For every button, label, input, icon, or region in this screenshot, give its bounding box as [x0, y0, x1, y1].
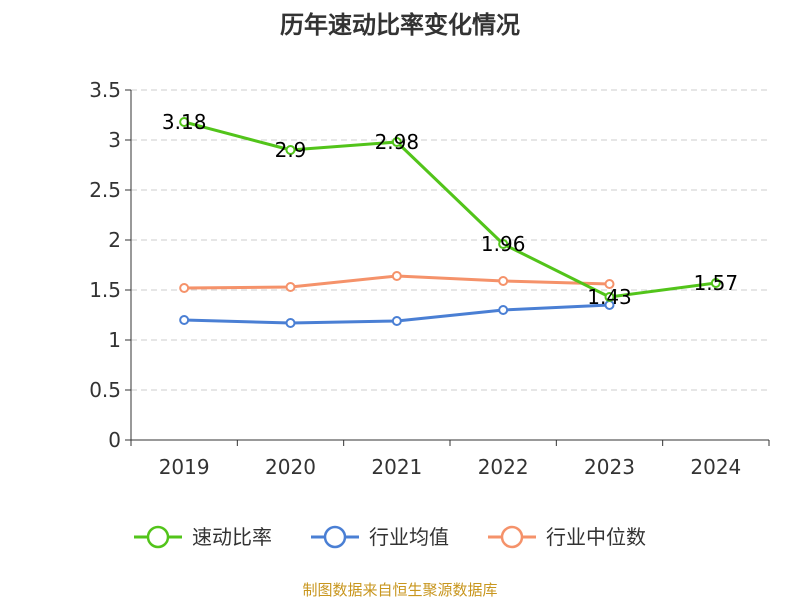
data-label: 1.43 — [587, 285, 632, 309]
legend-item[interactable]: 速动比率 — [134, 525, 272, 549]
y-tick-label: 0 — [108, 428, 121, 452]
data-point[interactable] — [285, 145, 296, 155]
data-point[interactable] — [498, 305, 509, 315]
y-tick-label: 1 — [108, 328, 121, 352]
x-tick-label: 2020 — [265, 455, 316, 479]
data-point[interactable] — [179, 315, 190, 325]
legend[interactable]: 速动比率 行业均值 行业中位数 — [134, 525, 646, 549]
x-tick-label: 2023 — [584, 455, 635, 479]
y-tick-label: 1.5 — [89, 278, 121, 302]
data-point[interactable] — [604, 292, 615, 302]
y-tick-label: 3.5 — [89, 78, 121, 102]
data-point[interactable] — [498, 276, 509, 286]
data-point[interactable] — [604, 279, 615, 289]
legend-item[interactable]: 行业均值 — [311, 525, 449, 549]
y-tick-label: 2.5 — [89, 178, 121, 202]
series-line — [183, 120, 717, 299]
data-label: 1.96 — [481, 232, 526, 256]
data-point[interactable] — [498, 239, 509, 249]
tick-labels: 0 0.5 1 1.5 2 2.5 3 3.5 2019 2020 2021 2022 2023 2024 — [89, 78, 741, 479]
data-point[interactable] — [391, 271, 402, 281]
data-point[interactable] — [285, 318, 296, 328]
grid — [131, 89, 769, 391]
data-point[interactable] — [285, 282, 296, 292]
source-note: 制图数据来自恒生聚源数据库 — [302, 581, 497, 599]
legend-label: 行业均值 — [369, 525, 449, 549]
legend-item[interactable]: 行业中位数 — [488, 525, 646, 549]
chart-title: 历年速动比率变化情况 — [280, 11, 520, 39]
x-tick-label: 2022 — [478, 455, 529, 479]
axes — [125, 89, 770, 446]
x-tick-label: 2019 — [159, 455, 210, 479]
data-label: 2.98 — [375, 130, 420, 154]
y-tick-label: 3 — [108, 128, 121, 152]
series-0 — [179, 117, 721, 302]
legend-swatch-marker — [323, 525, 347, 549]
data-point[interactable] — [710, 278, 721, 288]
legend-swatch-marker — [146, 525, 170, 549]
data-label: 1.57 — [694, 271, 739, 295]
data-label: 3.18 — [162, 110, 207, 134]
data-point[interactable] — [391, 316, 402, 326]
data-point[interactable] — [391, 137, 402, 147]
data-labels: 3.18 2.9 2.98 1.96 1.43 1.57 — [162, 110, 738, 309]
legend-label: 行业中位数 — [546, 525, 646, 549]
legend-label: 速动比率 — [192, 525, 272, 549]
x-tick-label: 2021 — [371, 455, 422, 479]
data-label: 2.9 — [275, 138, 307, 162]
data-point[interactable] — [179, 283, 190, 293]
legend-swatch-marker — [500, 525, 524, 549]
series-2 — [179, 271, 615, 293]
y-tick-label: 2 — [108, 228, 121, 252]
series-layer — [179, 117, 721, 328]
series-1 — [179, 300, 615, 328]
x-tick-label: 2024 — [690, 455, 741, 479]
y-tick-label: 0.5 — [89, 378, 121, 402]
data-point[interactable] — [179, 117, 190, 127]
